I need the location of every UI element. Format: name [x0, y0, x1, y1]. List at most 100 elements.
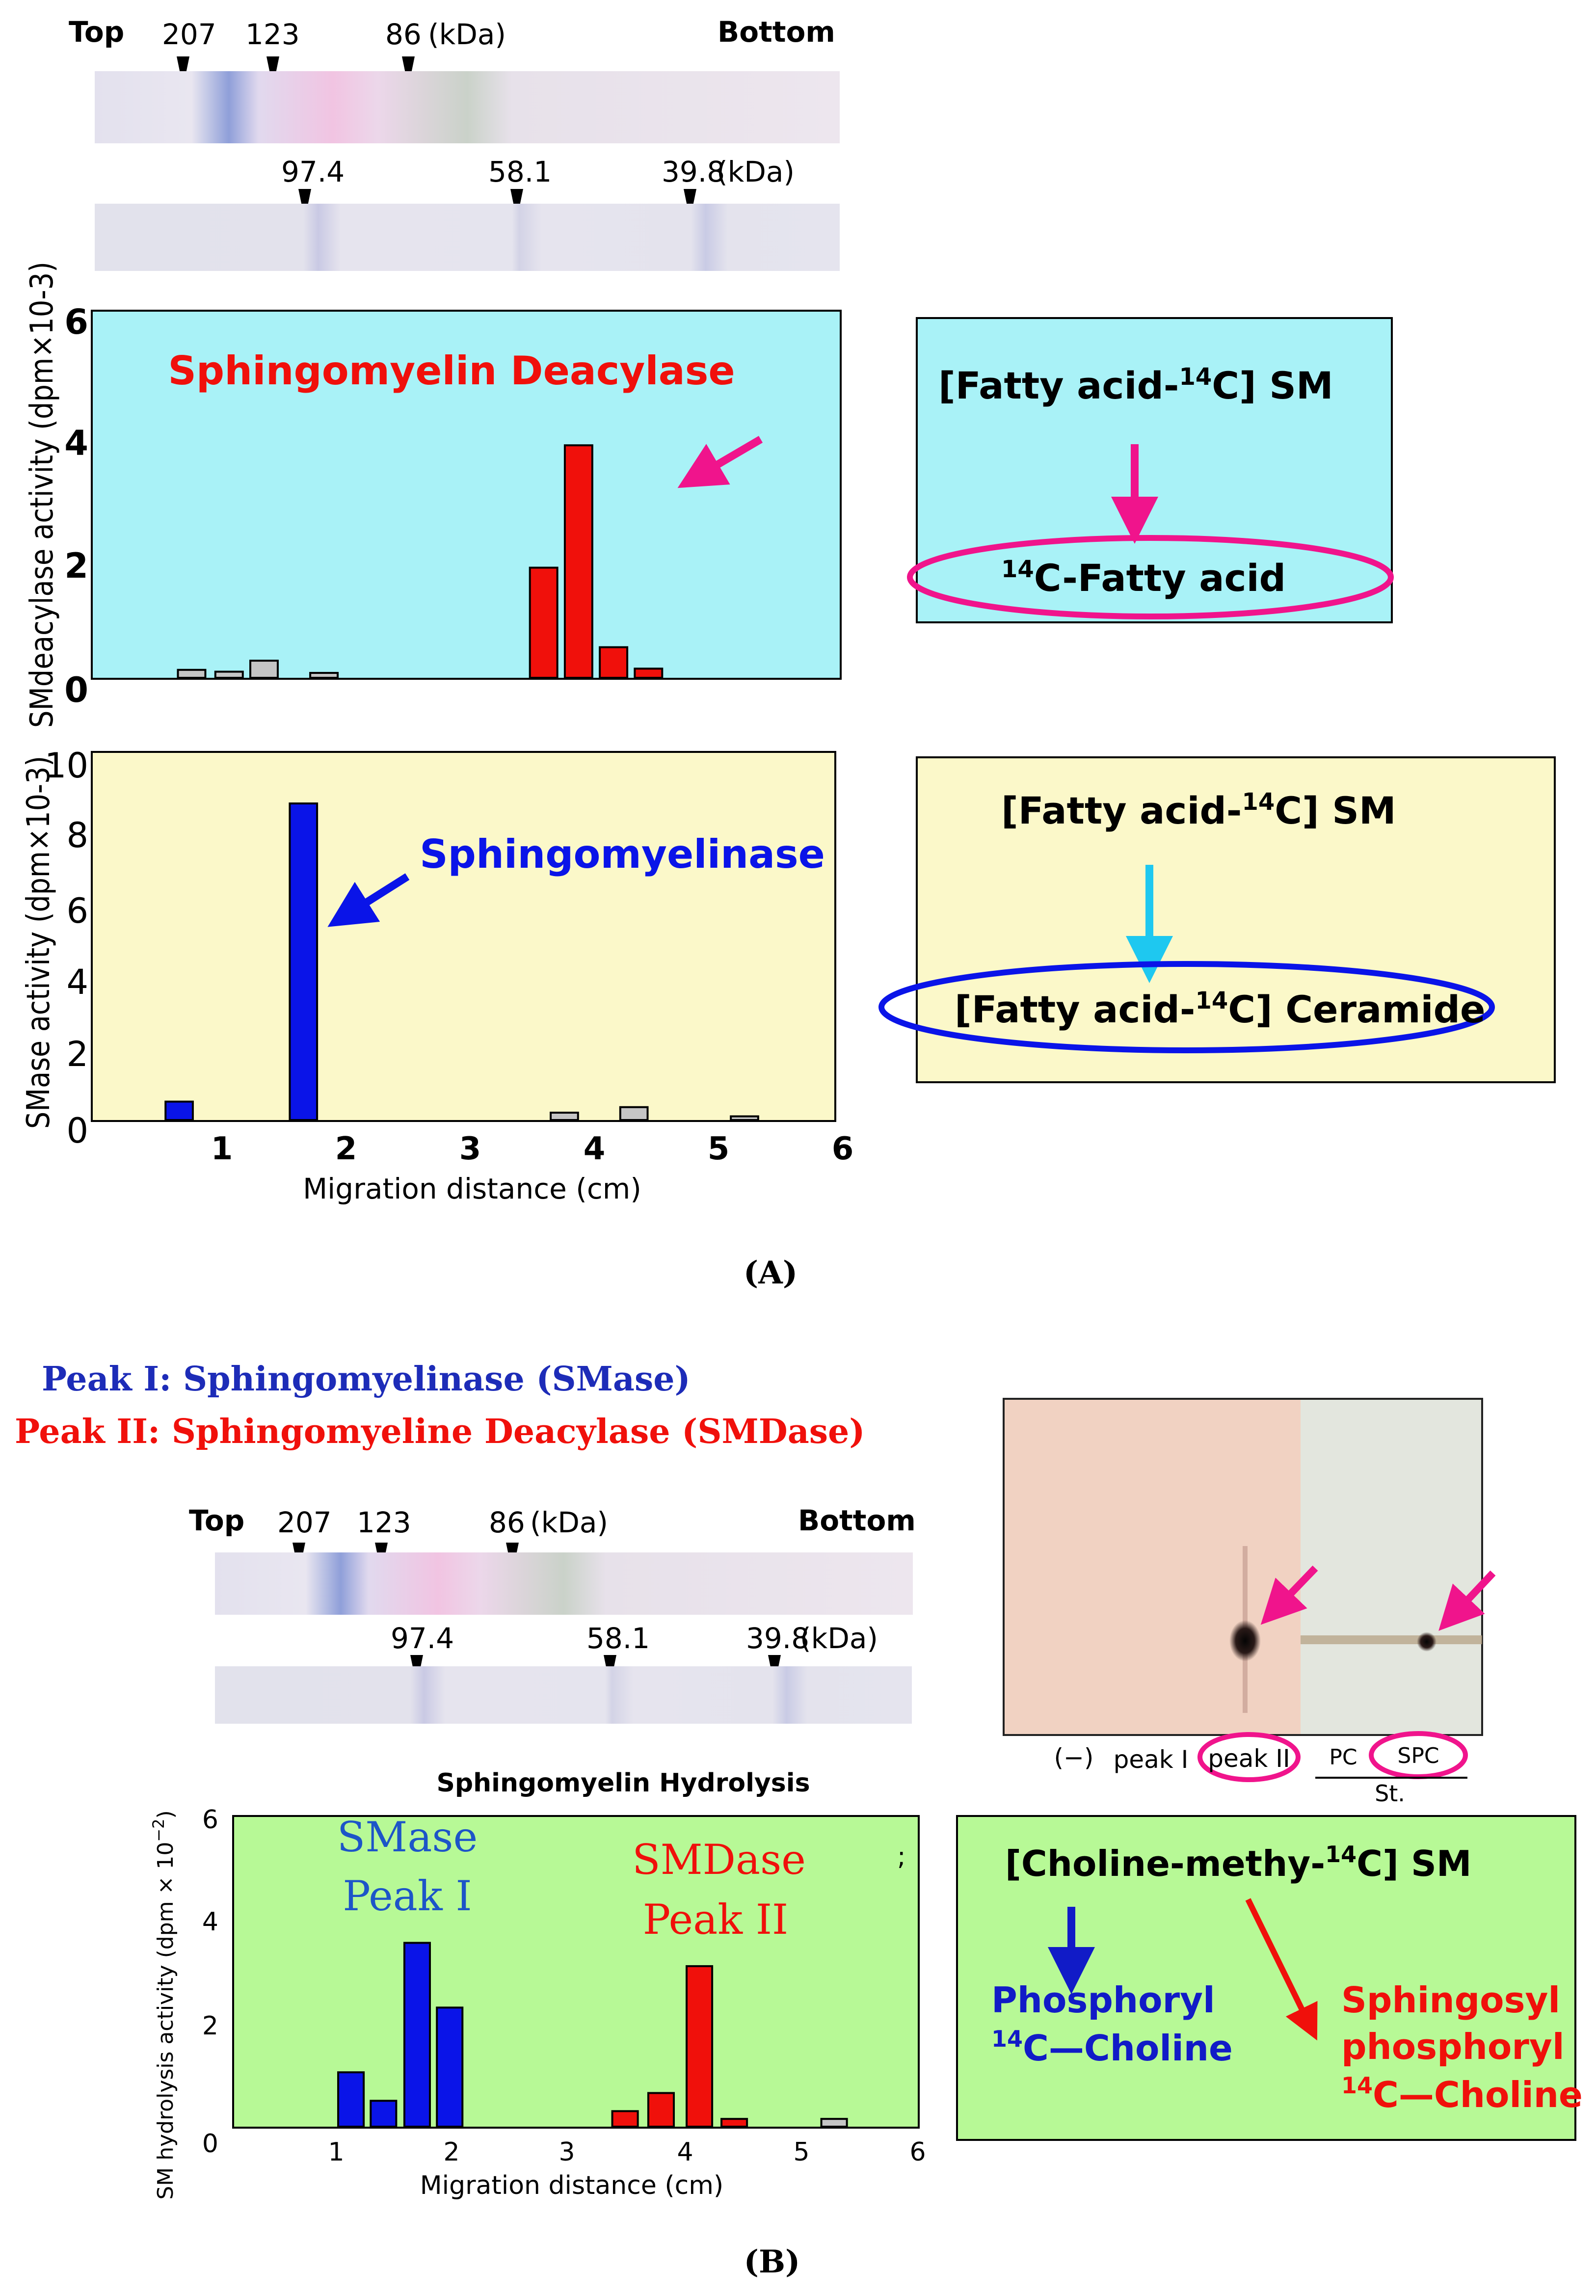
bar [599, 646, 629, 679]
hyd-plot-area [232, 1815, 920, 2129]
bar [730, 1115, 759, 1121]
hyd-ytick: 0 [202, 2129, 218, 2159]
tlc-spot-peak2 [1229, 1620, 1261, 1661]
xtick: 1 [211, 1131, 233, 1167]
xtick: 4 [677, 2137, 693, 2167]
bar [436, 2006, 464, 2128]
sma-ytick: 0 [66, 1111, 88, 1151]
tlc-spot-spc [1417, 1632, 1436, 1652]
tlc-plate-standards [1301, 1399, 1482, 1735]
bar [337, 2071, 365, 2128]
gel-strip-2 [95, 204, 840, 271]
smd-chart: 6 4 2 0 SMdeacylase activity (dpm×10-3) … [24, 262, 842, 728]
panelA-gel: Top Bottom 207 123 86 (kDa) 97.4 58.1 39… [69, 15, 840, 271]
reaction-box-smase: [Fatty acid-14C] SM [Fatty acid-14C] Cer… [878, 756, 1556, 1083]
pointer-arrow [1260, 1565, 1318, 1625]
sma-x-axis: 1 2 3 4 5 6 [211, 1131, 854, 1167]
xtick: 6 [832, 1131, 854, 1167]
pointer-arrow [327, 873, 410, 927]
bar [370, 2100, 398, 2128]
hyd-bars [337, 1942, 848, 2128]
highlight-ellipse [907, 535, 1394, 619]
xtick: 4 [584, 1131, 606, 1167]
gel-marker-86: 86 [489, 1506, 525, 1539]
bar [177, 668, 207, 679]
gel-marker-97: 97.4 [281, 155, 345, 188]
smd-bars [177, 444, 664, 679]
xtick: 3 [459, 1131, 481, 1167]
smd-ylabel: SMdeacylase activity (dpm×10-3) [24, 262, 60, 728]
legend-peak1: Peak I: Sphingomyelinase (SMase) [42, 1360, 691, 1399]
smd-ytick: 0 [64, 670, 88, 710]
gel-strip-1 [215, 1552, 913, 1615]
hyd-ytick: 6 [202, 1805, 218, 1835]
gel-unit-2: (kDa) [717, 155, 795, 188]
hyd-ylabel: SM hydrolysis activity (dpm × 10−2) [149, 1810, 178, 2199]
sma-ytick: 4 [66, 962, 88, 1002]
tlc-lane-peak1: peak I [1114, 1745, 1189, 1774]
xtick: 3 [559, 2137, 575, 2167]
substrate-label: [Fatty acid-14C] SM [1001, 788, 1396, 832]
gel-marker-58: 58.1 [586, 1622, 650, 1655]
bar [289, 802, 319, 1121]
xtick: 5 [708, 1131, 730, 1167]
tlc-front-band [1301, 1635, 1482, 1644]
gel-marker-86: 86 [385, 18, 422, 51]
sma-bars [164, 802, 759, 1121]
tlc-plate-samples [1004, 1399, 1301, 1735]
legend-peak2: Peak II: Sphingomyeline Deacylase (SMDas… [15, 1412, 865, 1451]
bar [249, 660, 279, 679]
gel-marker-207: 207 [277, 1506, 332, 1539]
tlc-lane-neg: (−) [1054, 1743, 1094, 1772]
hyd-chart: Sphingomyelin Hydrolysis 6 4 2 0 SM hydr… [149, 1768, 926, 2200]
bar [164, 1100, 194, 1121]
smd-title: Sphingomyelin Deacylase [168, 348, 735, 394]
gel-unit-1: (kDa) [428, 18, 506, 51]
bar [720, 2118, 748, 2128]
sma-plot-area [91, 751, 836, 1122]
gel-unit-2: (kDa) [800, 1622, 878, 1655]
bar [647, 2092, 675, 2128]
gel-top-label: Top [189, 1504, 244, 1537]
bar [214, 670, 244, 679]
smd-ytick: 4 [64, 423, 88, 463]
bar [686, 1965, 714, 2128]
sma-chart: 10 8 6 4 2 0 SMase activity (dpm×10-3) S… [21, 746, 853, 1205]
panelB-gel: Top Bottom 207 123 86 (kDa) 97.4 58.1 39… [189, 1504, 916, 1724]
smd-ytick: 2 [64, 546, 88, 586]
reaction-box [916, 317, 1393, 623]
gel-strip-1 [95, 71, 840, 143]
product-left-2: 14C—Choline [991, 2026, 1233, 2069]
sma-ytick: 2 [66, 1034, 88, 1074]
reaction-arrow-right [1245, 1898, 1318, 2041]
product-left-1: Phosphoryl [991, 1979, 1215, 2021]
bar [550, 1112, 579, 1121]
gel-marker-58: 58.1 [488, 155, 552, 188]
smdase-label-1: SMDase [632, 1836, 806, 1884]
bar [309, 672, 339, 679]
bar [634, 667, 664, 679]
panel-label-a: (A) [744, 1255, 798, 1291]
hyd-ytick: 2 [202, 2011, 218, 2041]
gel-bottom-label: Bottom [718, 15, 835, 49]
hyd-ytick: 4 [202, 1907, 218, 1937]
sma-ylabel: SMase activity (dpm×10-3) [21, 756, 57, 1129]
smase-label-2: Peak I [343, 1872, 472, 1920]
tlc-lane-peak2: peak II [1208, 1744, 1290, 1773]
sma-y-axis: 10 8 6 4 2 0 [45, 746, 88, 1151]
hyd-xlabel: Migration distance (cm) [420, 2171, 723, 2200]
bar [529, 566, 559, 679]
gel-bottom-label: Bottom [798, 1504, 916, 1537]
smd-plot-area [91, 310, 842, 680]
gel-marker-39: 39.8 [746, 1622, 809, 1655]
gel-top-label: Top [69, 15, 124, 49]
xtick: 1 [328, 2137, 344, 2167]
gel-marker-123: 123 [357, 1506, 411, 1539]
product-right-2: phosphoryl [1341, 2026, 1565, 2067]
gel-marker-207: 207 [162, 18, 216, 51]
product-right-3: 14C—Choline [1341, 2072, 1583, 2115]
smd-ytick: 6 [64, 302, 88, 342]
xtick: 6 [909, 2137, 926, 2167]
xtick: 2 [443, 2137, 459, 2167]
